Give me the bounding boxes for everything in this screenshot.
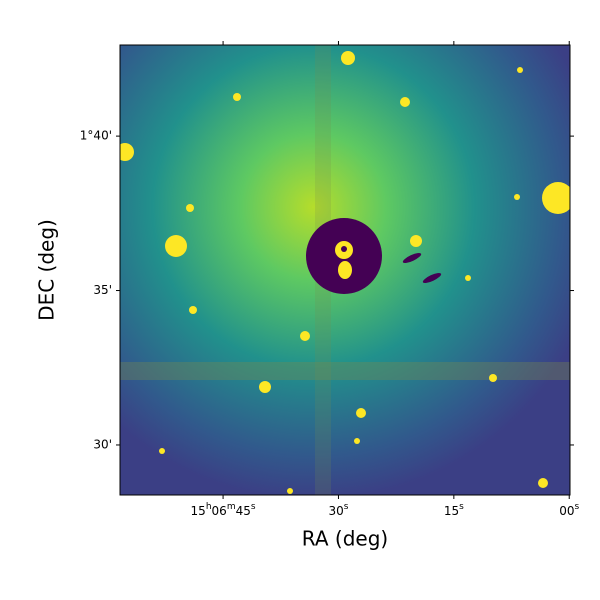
x-axis-label: RA (deg): [302, 527, 388, 551]
y-tick-label: 35': [93, 283, 112, 297]
plot-frame: [119, 44, 571, 496]
sky-image: [120, 45, 570, 495]
x-tick-label: 15h06m45s: [191, 502, 256, 518]
x-tick-label: 30s: [328, 502, 348, 518]
y-axis-label: DEC (deg): [35, 219, 59, 321]
x-tick-label: 00s: [559, 502, 579, 518]
y-tick-label: 30': [93, 437, 112, 451]
x-tick-label: 15s: [444, 502, 464, 518]
y-tick-label: 1°40': [80, 129, 112, 143]
